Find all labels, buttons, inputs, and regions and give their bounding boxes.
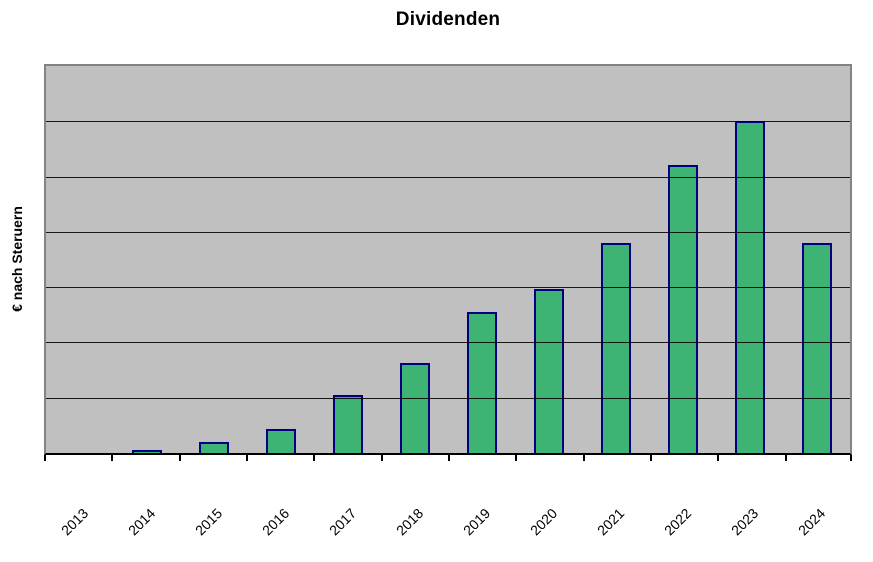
x-axis-label-2017: 2017	[325, 505, 360, 539]
bar-2015	[199, 442, 229, 453]
x-axis-label-2018: 2018	[392, 505, 427, 539]
x-tick-mark	[111, 455, 113, 461]
bar-2020	[534, 289, 564, 453]
x-tick-mark	[381, 455, 383, 461]
gridline	[46, 287, 850, 288]
gridline	[46, 342, 850, 343]
x-axis-label-2019: 2019	[459, 505, 494, 539]
x-axis-label-2015: 2015	[191, 505, 226, 539]
x-axis-label-2023: 2023	[727, 505, 762, 539]
x-axis-label-2020: 2020	[526, 505, 561, 539]
bar-2022	[668, 165, 698, 453]
bar-2019	[467, 312, 497, 453]
gridline	[46, 232, 850, 233]
gridline	[46, 177, 850, 178]
gridline	[46, 398, 850, 399]
x-axis-label-2024: 2024	[794, 505, 829, 539]
x-axis-label-2016: 2016	[258, 505, 293, 539]
bar-2018	[400, 363, 430, 453]
bar-2016	[266, 429, 296, 453]
x-tick-mark	[850, 455, 852, 461]
x-tick-mark	[717, 455, 719, 461]
x-axis-label-2021: 2021	[593, 505, 628, 539]
bar-2021	[601, 243, 631, 453]
x-tick-mark	[515, 455, 517, 461]
plot-area	[44, 64, 852, 455]
x-axis-label-2022: 2022	[660, 505, 695, 539]
x-tick-mark	[583, 455, 585, 461]
x-tick-mark	[313, 455, 315, 461]
x-tick-mark	[785, 455, 787, 461]
x-tick-mark	[448, 455, 450, 461]
x-axis-label-2014: 2014	[124, 505, 159, 539]
x-tick-mark	[650, 455, 652, 461]
chart-title: Dividenden	[395, 9, 501, 30]
bar-2017	[333, 395, 363, 453]
x-axis-label-2013: 2013	[57, 505, 92, 539]
x-axis-ticks	[44, 455, 852, 463]
x-tick-mark	[179, 455, 181, 461]
x-tick-mark	[246, 455, 248, 461]
bar-2014	[132, 450, 162, 453]
x-tick-mark	[44, 455, 46, 461]
gridline	[46, 121, 850, 122]
bar-2024	[802, 243, 832, 453]
y-axis-label: € nach Steruern	[9, 206, 25, 312]
